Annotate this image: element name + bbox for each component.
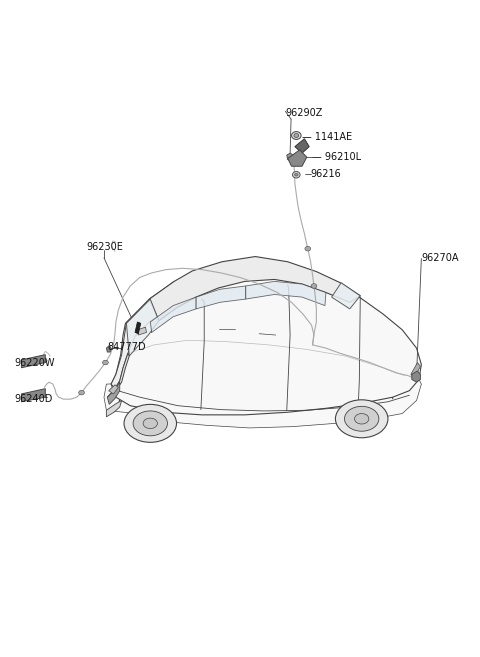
Polygon shape (411, 363, 420, 378)
Polygon shape (137, 327, 146, 335)
Polygon shape (22, 389, 45, 402)
Ellipse shape (355, 413, 369, 424)
Polygon shape (109, 385, 118, 394)
Ellipse shape (124, 405, 177, 442)
Ellipse shape (133, 411, 168, 436)
Polygon shape (107, 346, 111, 352)
Ellipse shape (143, 418, 157, 428)
Ellipse shape (295, 173, 298, 176)
Polygon shape (332, 283, 360, 309)
Text: 96290Z: 96290Z (285, 108, 323, 118)
Text: — 1141AE: — 1141AE (302, 132, 352, 142)
Polygon shape (412, 371, 420, 382)
Ellipse shape (103, 360, 108, 365)
Polygon shape (111, 258, 421, 415)
Polygon shape (126, 299, 159, 356)
Polygon shape (288, 150, 307, 166)
Text: 96220W: 96220W (15, 357, 55, 367)
Text: 96230E: 96230E (86, 242, 123, 252)
Polygon shape (287, 153, 293, 160)
Ellipse shape (291, 131, 301, 139)
Polygon shape (111, 281, 192, 389)
Polygon shape (108, 353, 129, 397)
Polygon shape (295, 139, 309, 153)
Ellipse shape (294, 133, 299, 137)
Ellipse shape (292, 171, 300, 178)
Text: 84777D: 84777D (108, 342, 146, 351)
Polygon shape (108, 382, 120, 405)
Polygon shape (149, 256, 360, 321)
Text: 96240D: 96240D (15, 394, 53, 403)
Polygon shape (135, 322, 141, 334)
Polygon shape (104, 371, 421, 428)
Ellipse shape (336, 400, 388, 438)
Ellipse shape (305, 246, 311, 251)
Polygon shape (107, 401, 121, 417)
Polygon shape (246, 281, 326, 306)
Text: — 96210L: — 96210L (312, 152, 360, 162)
Ellipse shape (79, 390, 84, 395)
Polygon shape (22, 355, 45, 368)
Ellipse shape (311, 284, 317, 288)
Polygon shape (196, 286, 246, 309)
Ellipse shape (345, 406, 379, 431)
Polygon shape (150, 297, 196, 332)
Text: 96216: 96216 (311, 169, 341, 179)
Text: 96270A: 96270A (421, 254, 459, 263)
